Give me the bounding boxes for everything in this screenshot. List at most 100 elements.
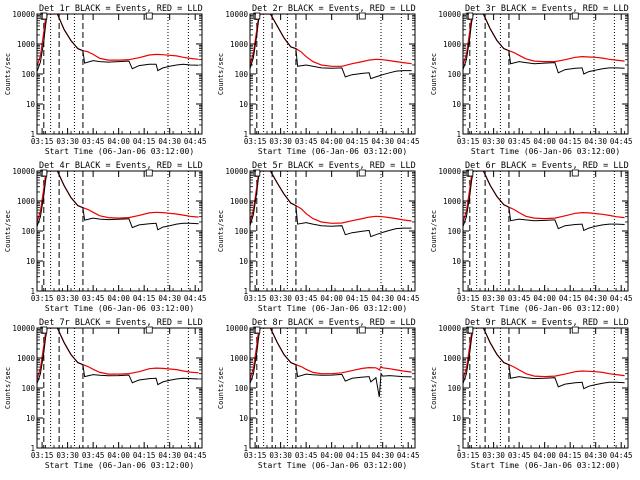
top-marker	[253, 326, 261, 334]
y-axis-label: Counts/sec	[217, 210, 225, 252]
lld-series-line	[250, 14, 412, 67]
y-axis-label: Counts/sec	[430, 53, 438, 95]
x-tick-label: 04:30	[371, 451, 394, 460]
x-tick-label: 04:15	[133, 137, 156, 146]
x-tick-label: 03:15	[31, 451, 54, 460]
x-tick-label: 04:30	[158, 294, 181, 303]
x-tick-label: 03:15	[244, 137, 267, 146]
x-tick-label: 04:30	[158, 451, 181, 460]
x-tick-label: 03:45	[508, 451, 531, 460]
x-tick-label: 03:15	[244, 451, 267, 460]
events-series-line	[37, 14, 199, 72]
x-tick-label: 03:30	[56, 137, 79, 146]
panel-title: Det 5r BLACK = Events, RED = LLD	[252, 161, 416, 171]
x-tick-label: 04:15	[346, 137, 369, 146]
x-tick-label: 04:45	[610, 294, 633, 303]
x-tick-label: 04:45	[610, 137, 633, 146]
x-tick-label: 03:30	[269, 294, 292, 303]
y-tick-label: 10	[26, 100, 36, 109]
x-tick-label: 03:30	[482, 451, 505, 460]
y-tick-label: 10000	[225, 167, 248, 176]
x-tick-label: 04:45	[397, 451, 420, 460]
lld-series-line	[463, 14, 625, 66]
lld-series-line	[463, 328, 625, 380]
x-tick-label: 03:45	[82, 294, 105, 303]
y-tick-label: 10000	[438, 324, 461, 333]
y-tick-label: 100	[21, 227, 35, 236]
events-series-line	[250, 328, 412, 398]
y-tick-label: 10000	[225, 10, 248, 19]
panel-title: Det 3r BLACK = Events, RED = LLD	[465, 4, 629, 14]
x-tick-label: 03:30	[482, 294, 505, 303]
x-tick-label: 04:00	[533, 137, 556, 146]
top-marker	[571, 326, 579, 334]
y-tick-label: 1	[243, 287, 248, 296]
y-tick-label: 1	[243, 130, 248, 139]
x-tick-label: 04:15	[346, 451, 369, 460]
y-tick-label: 10	[452, 414, 462, 423]
panel-5: Det 5r BLACK = Events, RED = LLD 1 10 100 10…	[217, 161, 419, 313]
x-tick-label: 04:45	[184, 294, 207, 303]
panel-7: Det 7r BLACK = Events, RED = LLD 1 10 100 10…	[4, 318, 206, 470]
x-tick-label: 03:30	[56, 451, 79, 460]
x-tick-label: 04:30	[371, 294, 394, 303]
x-tick-label: 03:30	[269, 137, 292, 146]
panel-8: Det 8r BLACK = Events, RED = LLD 1 10 100 10…	[217, 318, 419, 470]
y-tick-label: 1000	[230, 40, 249, 49]
y-tick-label: 1	[456, 130, 461, 139]
top-marker	[253, 169, 261, 177]
plot-area	[37, 171, 199, 231]
top-marker	[145, 326, 153, 334]
panel-3: Det 3r BLACK = Events, RED = LLD 1 10 100 10…	[430, 4, 632, 156]
top-marker	[358, 169, 366, 177]
x-tick-label: 04:00	[320, 451, 343, 460]
lld-series-line	[250, 328, 412, 380]
lld-series-line	[250, 171, 412, 224]
top-marker	[40, 169, 48, 177]
x-tick-label: 04:00	[533, 451, 556, 460]
x-tick-label: 04:30	[158, 137, 181, 146]
y-tick-label: 10000	[438, 167, 461, 176]
panel-title: Det 7r BLACK = Events, RED = LLD	[39, 318, 203, 328]
y-tick-label: 10000	[225, 324, 248, 333]
x-tick-label: 04:45	[397, 294, 420, 303]
y-axis-label: Counts/sec	[217, 367, 225, 409]
x-axis-label: Start Time (06-Jan-06 03:12:00)	[471, 304, 620, 313]
x-tick-label: 03:15	[457, 451, 480, 460]
events-series-line	[463, 171, 625, 232]
x-tick-label: 04:45	[397, 137, 420, 146]
y-tick-label: 100	[234, 384, 248, 393]
y-axis-label: Counts/sec	[430, 367, 438, 409]
y-tick-label: 10000	[12, 10, 35, 19]
y-tick-label: 100	[447, 70, 461, 79]
y-tick-label: 100	[447, 384, 461, 393]
y-tick-label: 10	[239, 100, 249, 109]
x-tick-label: 03:15	[244, 294, 267, 303]
lld-series-line	[37, 171, 199, 223]
x-tick-label: 04:15	[559, 451, 582, 460]
x-tick-label: 04:30	[584, 294, 607, 303]
panel-title: Det 4r BLACK = Events, RED = LLD	[39, 161, 203, 171]
y-tick-label: 1000	[17, 354, 36, 363]
y-tick-label: 1	[456, 287, 461, 296]
y-tick-label: 1	[30, 287, 35, 296]
lld-series-line	[463, 171, 625, 223]
y-tick-label: 1000	[17, 197, 36, 206]
x-tick-label: 03:45	[295, 137, 318, 146]
y-tick-label: 1000	[443, 40, 462, 49]
y-tick-label: 10000	[438, 10, 461, 19]
x-tick-label: 03:15	[31, 294, 54, 303]
events-series-line	[463, 328, 625, 390]
x-tick-label: 03:15	[457, 137, 480, 146]
plot-area	[37, 14, 199, 72]
top-marker	[145, 169, 153, 177]
y-axis-label: Counts/sec	[217, 53, 225, 95]
y-tick-label: 10	[239, 257, 249, 266]
y-tick-label: 1000	[230, 197, 249, 206]
x-tick-label: 03:45	[508, 294, 531, 303]
y-tick-label: 1000	[443, 197, 462, 206]
x-axis-label: Start Time (06-Jan-06 03:12:00)	[258, 147, 407, 156]
y-tick-label: 10	[452, 257, 462, 266]
